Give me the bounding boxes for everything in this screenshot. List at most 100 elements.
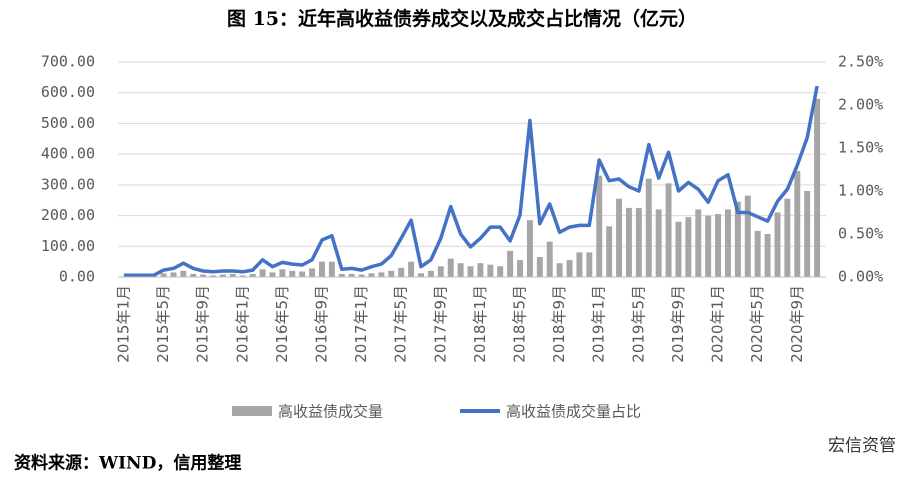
y-tick-label: 400.00 [41,145,95,163]
bar [695,209,702,277]
bar [576,252,583,277]
y2-tick-label: 1.00% [838,182,883,200]
bar [279,269,286,277]
bar [269,272,276,277]
x-tick-label: 2018年5月 [511,285,529,363]
bar [675,221,682,277]
bar [427,270,434,277]
x-tick-label: 2017年1月 [352,285,370,363]
bar [724,209,731,277]
bar [754,230,761,277]
x-tick-label: 2016年1月 [233,285,251,363]
bar [348,273,355,277]
x-tick-label: 2015年5月 [154,285,172,363]
bar [734,201,741,277]
bar [616,198,623,277]
bar [546,241,553,277]
bar [625,207,632,277]
bar [368,273,375,277]
chart-title: 图 15：近年高收益债券成交以及成交占比情况（亿元） [227,7,697,30]
bar [794,171,801,277]
y-tick-label: 0.00 [59,268,95,286]
bar [408,261,415,277]
x-tick-label: 2020年9月 [788,285,806,363]
x-tick-label: 2019年5月 [629,285,647,363]
legend-swatch [232,406,272,416]
bar [467,266,474,277]
y2-tick-label: 2.50% [838,53,883,71]
y-tick-label: 200.00 [41,206,95,224]
bar [487,264,494,277]
y2-tick-label: 0.00% [838,268,883,286]
bar [586,252,593,277]
bar [437,266,444,277]
bar [774,212,781,277]
bar [299,271,306,277]
bar [358,274,365,277]
bar [259,269,266,277]
bar [239,275,246,277]
bar [744,195,751,277]
bar [249,273,256,277]
x-tick-label: 2019年1月 [590,285,608,363]
bar [338,273,345,277]
y2-tick-label: 0.50% [838,225,883,243]
x-tick-label: 2017年5月 [392,285,410,363]
bar [319,261,325,277]
bar [606,226,613,277]
bar [378,272,385,277]
bar [447,258,454,277]
bar [685,217,692,277]
y-tick-label: 700.00 [41,53,95,71]
x-tick-label: 2017年9月 [431,285,449,363]
bar [190,273,197,277]
watermark: 宏信资管 [828,436,896,456]
bar [655,209,662,277]
x-tick-label: 2019年9月 [669,285,687,363]
bar [180,270,187,277]
bar [566,260,573,277]
x-tick-label: 2016年9月 [312,285,330,363]
legend-label: 高收益债成交量 [278,403,383,421]
bar [309,268,316,277]
bar [477,263,484,277]
bar [229,273,236,277]
bar [457,263,464,277]
bar [170,272,177,277]
bar [526,220,533,277]
bar [517,260,523,277]
bar [814,98,821,277]
bar [200,274,207,277]
bar [497,266,504,277]
bar [804,191,811,277]
bar [536,257,543,277]
y-tick-label: 100.00 [41,237,95,255]
bar [160,273,167,277]
bar [784,198,791,277]
legend-label: 高收益债成交量占比 [506,403,641,421]
y2-tick-label: 2.00% [838,96,883,114]
x-tick-label: 2020年1月 [709,285,727,363]
bar [705,215,712,277]
y-tick-label: 500.00 [41,114,95,132]
bar [764,234,771,277]
x-tick-label: 2016年5月 [273,285,291,363]
bar [219,274,226,277]
source: 资料来源：WIND，信用整理 [14,453,241,474]
bar [715,214,722,277]
bar [289,270,296,277]
bar [388,270,395,277]
bar [596,175,603,277]
y-tick-label: 600.00 [41,83,95,101]
x-tick-label: 2018年9月 [550,285,568,363]
bar [665,183,672,277]
x-tick-label: 2015年1月 [114,285,132,363]
x-tick-label: 2018年1月 [471,285,489,363]
x-tick-label: 2015年9月 [194,285,212,363]
y2-tick-label: 1.50% [838,139,883,157]
bar [398,267,405,277]
bar [328,261,335,277]
bar [418,273,424,277]
bar [507,250,514,277]
